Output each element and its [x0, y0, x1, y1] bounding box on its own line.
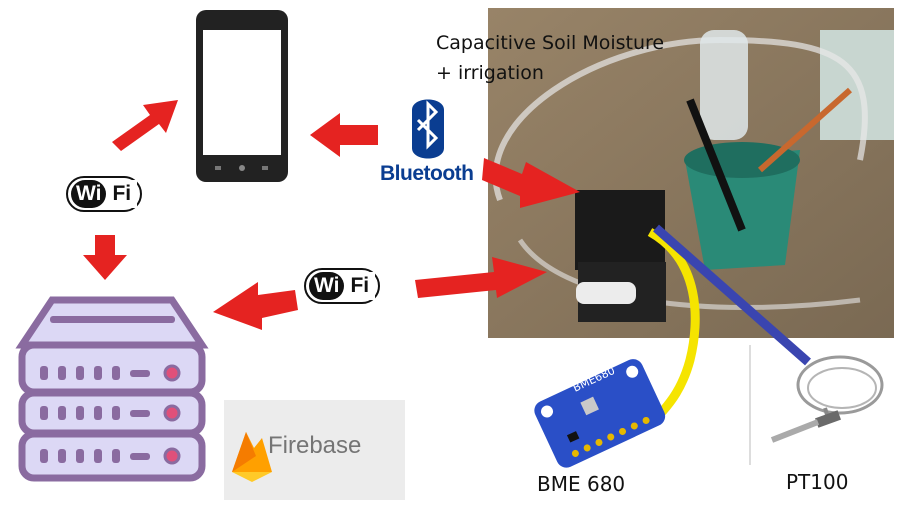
firebase-logo	[224, 400, 405, 500]
wifi-wi-text: Wi	[71, 180, 107, 208]
bme680-board	[534, 359, 666, 468]
wifi-fi-text: Fi	[344, 272, 376, 300]
bluetooth-label: Bluetooth	[380, 162, 474, 185]
arrow-bluetooth-to-phone	[310, 113, 378, 157]
arrow-wifi-to-firebase-server	[213, 282, 298, 330]
wifi-wi-text: Wi	[309, 272, 345, 300]
arrow-wifi-to-device	[415, 257, 547, 298]
server-details	[40, 316, 181, 465]
irrigation-photo	[488, 8, 894, 338]
pt100-label: PT100	[786, 470, 849, 494]
smartphone	[196, 10, 288, 182]
firebase-label: Firebase	[268, 432, 362, 459]
server-icon	[15, 296, 209, 482]
wifi-logo-left: Wi Fi	[66, 176, 143, 212]
blue-wire	[653, 224, 811, 366]
bluetooth-logo	[412, 99, 444, 159]
arrow-wifi-to-server	[83, 235, 127, 280]
wifi-logo-center: Wi Fi	[304, 268, 381, 304]
arrow-bluetooth-to-device	[482, 158, 580, 208]
yellow-wire	[647, 228, 700, 415]
soil-sensor-label: Capacitive Soil Moisture + irrigation	[436, 32, 665, 84]
bme680-label: BME 680	[537, 472, 626, 496]
pt100-probe	[749, 345, 884, 465]
arrow-wifi-to-phone	[112, 100, 178, 151]
wifi-fi-text: Fi	[106, 180, 138, 208]
